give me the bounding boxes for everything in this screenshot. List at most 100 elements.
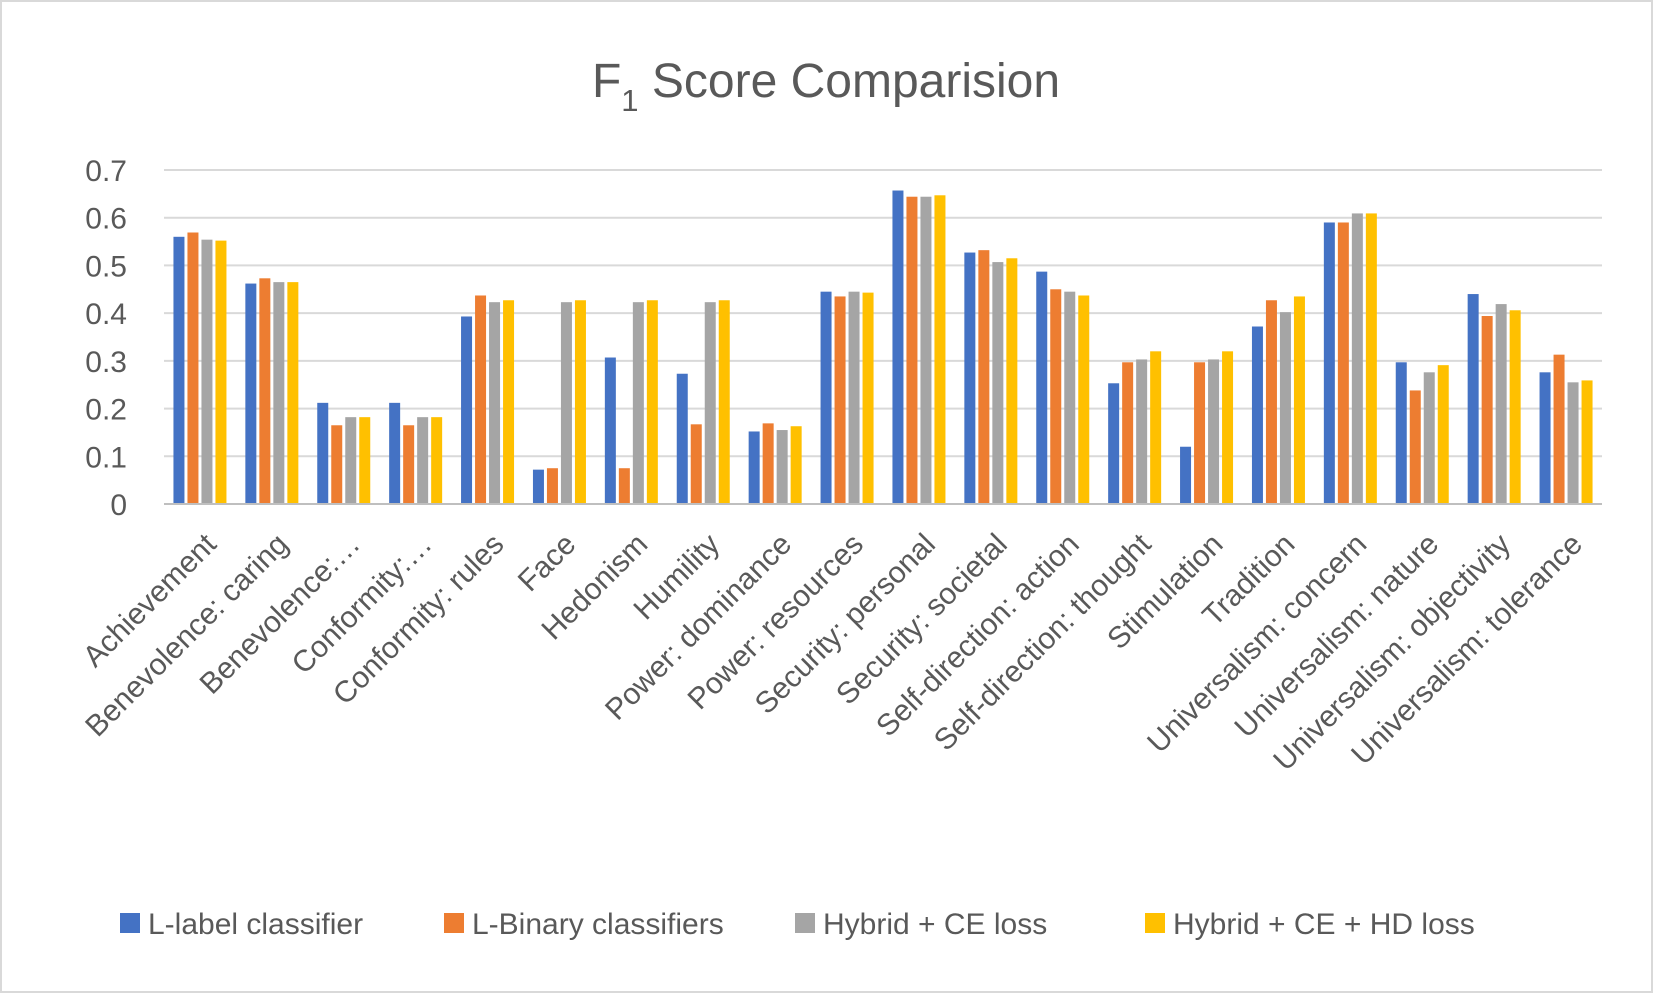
bar xyxy=(1293,296,1305,504)
legend-label: L-Binary classifiers xyxy=(472,908,724,941)
bar xyxy=(820,291,832,504)
bar xyxy=(1108,383,1120,504)
bar xyxy=(748,431,760,504)
bar xyxy=(1553,354,1565,504)
bar xyxy=(461,316,473,504)
legend-swatch xyxy=(1145,913,1165,933)
bar xyxy=(187,232,199,504)
bar xyxy=(618,468,630,504)
bar xyxy=(475,295,487,504)
bar xyxy=(1136,359,1148,504)
bar xyxy=(892,190,904,504)
bar xyxy=(1265,300,1277,504)
bar xyxy=(604,357,616,504)
bar xyxy=(1395,362,1407,504)
bar xyxy=(632,302,644,504)
bar xyxy=(1323,222,1335,504)
bar xyxy=(503,300,515,504)
bar xyxy=(532,469,544,504)
bar xyxy=(1036,271,1048,504)
bar xyxy=(934,195,946,504)
y-tick-label: 0.5 xyxy=(85,250,127,283)
bar xyxy=(1006,258,1018,504)
bar xyxy=(1150,351,1162,504)
bar xyxy=(417,417,429,504)
bar xyxy=(1222,351,1234,504)
chart-title-rest: Score Comparision xyxy=(639,55,1061,108)
bar xyxy=(1337,222,1349,504)
chart-title-subscript: 1 xyxy=(621,83,638,118)
y-tick-label: 0.3 xyxy=(85,346,127,379)
bar xyxy=(906,196,918,504)
bar xyxy=(1481,316,1493,504)
bar xyxy=(676,373,688,504)
bar xyxy=(1495,304,1507,504)
legend-swatch xyxy=(795,913,815,933)
bar xyxy=(776,430,788,504)
bar xyxy=(862,292,874,504)
bar xyxy=(245,283,257,504)
bar xyxy=(1423,372,1435,504)
bar xyxy=(1251,326,1263,504)
bar xyxy=(345,417,357,504)
bar xyxy=(762,423,774,504)
bar xyxy=(718,300,730,504)
bar xyxy=(1078,295,1090,504)
bar xyxy=(1122,362,1134,504)
bar xyxy=(273,282,285,504)
bar xyxy=(546,468,558,504)
bar xyxy=(173,236,185,505)
bar xyxy=(259,278,271,504)
bar xyxy=(1581,380,1593,504)
bar xyxy=(1279,312,1291,504)
bar xyxy=(403,425,415,504)
legend-swatch xyxy=(444,913,464,933)
y-tick-label: 0.2 xyxy=(85,394,127,427)
bar xyxy=(964,252,976,504)
bar xyxy=(848,291,860,504)
bar xyxy=(992,262,1004,504)
chart-title: F1 Score Comparision xyxy=(592,55,1060,118)
bar xyxy=(690,424,702,504)
bar xyxy=(646,300,658,504)
y-tick-label: 0 xyxy=(110,489,127,522)
bar xyxy=(331,425,343,504)
bar xyxy=(834,296,846,504)
bar xyxy=(389,402,401,504)
bar xyxy=(1194,362,1206,504)
bar xyxy=(1539,372,1551,504)
bar xyxy=(704,302,716,504)
bar xyxy=(1208,359,1220,504)
bar xyxy=(1567,382,1579,504)
bar xyxy=(489,302,501,504)
y-tick-label: 0.6 xyxy=(85,203,127,236)
legend-label: Hybrid + CE loss xyxy=(823,908,1047,941)
legend-label: L-label classifier xyxy=(148,908,363,941)
bar xyxy=(920,196,932,504)
bar xyxy=(431,417,443,504)
bar xyxy=(978,250,990,504)
y-tick-label: 0.4 xyxy=(85,298,127,331)
y-tick-label: 0.7 xyxy=(85,155,127,188)
y-axis-ticks: 0 0.1 0.2 0.3 0.4 0.5 0.6 0.7 xyxy=(85,155,127,522)
bar xyxy=(1050,289,1062,504)
bar xyxy=(1437,365,1449,504)
chart-title-main: F xyxy=(592,55,621,108)
bars xyxy=(173,190,1593,505)
bar xyxy=(790,426,802,504)
bar xyxy=(574,300,586,504)
bar xyxy=(1365,213,1377,505)
bar xyxy=(317,402,329,504)
bar xyxy=(1180,446,1192,504)
legend-swatch xyxy=(120,913,140,933)
bar xyxy=(215,240,227,505)
bar xyxy=(1467,294,1479,504)
bar xyxy=(359,417,371,504)
bar xyxy=(1064,291,1076,504)
bar xyxy=(1351,213,1363,505)
bar xyxy=(560,302,572,504)
bar xyxy=(1509,310,1521,504)
legend: L-label classifier L-Binary classifiers Hy… xyxy=(120,908,1475,941)
